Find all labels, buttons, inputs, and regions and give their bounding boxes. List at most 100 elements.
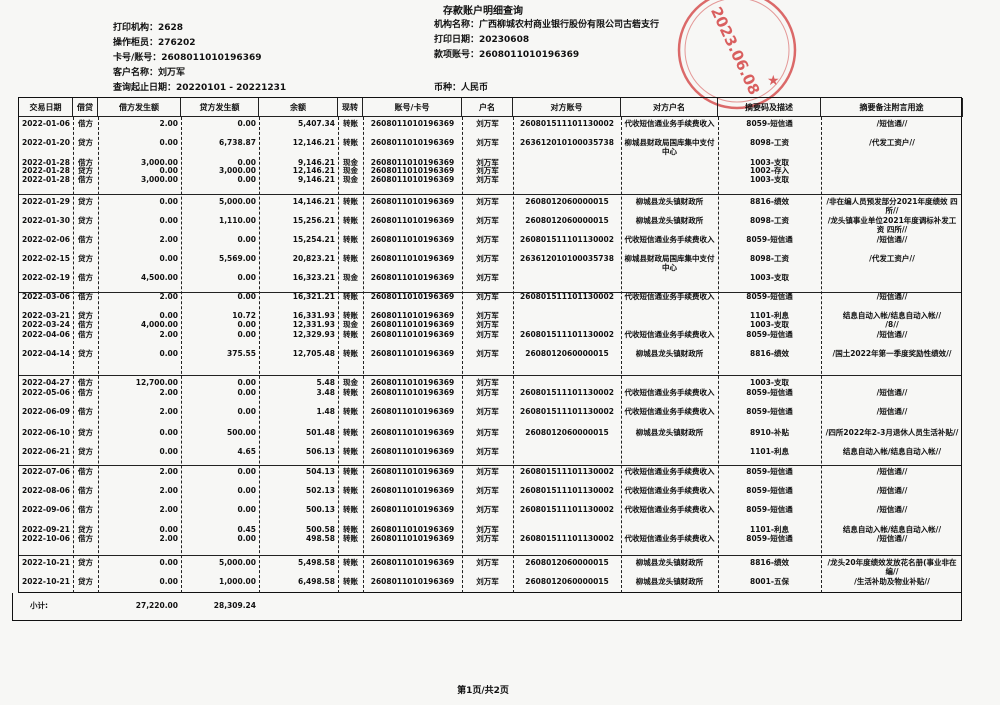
cell-balance: 500.58 — [306, 525, 335, 534]
cell-cash-transfer: 现金 — [343, 320, 358, 329]
cell-balance: 1.48 — [316, 407, 335, 416]
cell-counterparty-name: 柳城县龙头镇财政所 — [635, 216, 704, 225]
cell-dc: 贷方 — [78, 311, 93, 320]
cell-dc: 借方 — [78, 119, 93, 128]
cell-cash-transfer: 现金 — [343, 378, 358, 387]
cell-balance: 12,331.93 — [292, 320, 335, 329]
cell-credit: 0.00 — [237, 273, 256, 282]
cell-summary-code: 8059-短信通 — [746, 407, 793, 416]
cell-cash-transfer: 转账 — [343, 447, 358, 456]
header-divider — [19, 116, 961, 117]
cell-account: 2608011010196369 — [370, 534, 455, 543]
cell-name: 刘万军 — [476, 534, 499, 543]
cell-account: 2608011010196369 — [370, 505, 455, 514]
cell-name: 刘万军 — [476, 407, 499, 416]
cell-summary-code: 8059-短信通 — [746, 292, 793, 301]
cell-credit: 5,000.00 — [218, 197, 256, 206]
cell-name: 刘万军 — [476, 447, 499, 456]
cell-balance: 3.48 — [316, 388, 335, 397]
cell-summary-code: 8059-短信通 — [746, 467, 793, 476]
column-divider — [259, 117, 260, 593]
cell-summary-code: 1003-支取 — [750, 158, 789, 167]
cell-name: 刘万军 — [476, 292, 499, 301]
cell-account: 2608011010196369 — [370, 447, 455, 456]
cell-counterparty-name: 代收短信通业务手续费收入 — [624, 505, 715, 514]
cell-remark: /短信通// — [876, 407, 908, 416]
cell-debit: 0.00 — [159, 558, 178, 567]
cell-counterparty-account: 2608012060000015 — [525, 428, 609, 437]
cell-dc: 贷方 — [78, 349, 93, 358]
cell-credit: 0.00 — [237, 175, 256, 184]
cell-cash-transfer: 转账 — [343, 525, 358, 534]
cell-counterparty-name: 柳城县财政局国库集中支付中心 — [624, 138, 715, 156]
cell-name: 刘万军 — [476, 505, 499, 514]
cell-counterparty-account: 2608012060000015 — [525, 349, 609, 358]
cell-remark: /短信通// — [876, 235, 908, 244]
cell-date: 2022-02-06 — [22, 235, 70, 244]
cell-dc: 借方 — [78, 320, 93, 329]
column-header-name: 户名 — [462, 98, 513, 117]
cell-name: 刘万军 — [476, 330, 499, 339]
cell-dc: 贷方 — [78, 138, 93, 147]
cell-debit: 2.00 — [159, 467, 178, 476]
cell-account: 2608011010196369 — [370, 349, 455, 358]
cell-name: 刘万军 — [476, 349, 499, 358]
cell-remark: /短信通// — [876, 388, 908, 397]
cell-debit: 0.00 — [159, 197, 178, 206]
cell-summary-code: 8059-短信通 — [746, 486, 793, 495]
cell-counterparty-account: 2608012060000015 — [525, 197, 609, 206]
cell-credit: 10.72 — [232, 311, 256, 320]
subtotal-debit: 27,220.00 — [135, 601, 178, 610]
cell-account: 2608011010196369 — [370, 486, 455, 495]
cell-date: 2022-09-21 — [22, 525, 70, 534]
cell-remark: /短信通// — [876, 505, 908, 514]
cell-cash-transfer: 转账 — [343, 577, 358, 586]
cell-date: 2022-04-14 — [22, 349, 70, 358]
cell-date: 2022-01-06 — [22, 119, 70, 128]
cell-date: 2022-10-21 — [22, 558, 70, 567]
group-divider — [19, 465, 961, 466]
cell-summary-code: 8059-短信通 — [746, 534, 793, 543]
cell-cash-transfer: 现金 — [343, 166, 358, 175]
cell-balance: 15,254.21 — [292, 235, 335, 244]
group-divider — [19, 555, 961, 556]
cell-remark: /非在编人员预发部分2021年度绩效 四所// — [826, 197, 958, 215]
cell-counterparty-account: 260801511101130002 — [520, 235, 614, 244]
cell-balance: 15,256.21 — [292, 216, 335, 225]
column-header-account: 账号/卡号 — [363, 98, 462, 117]
cell-name: 刘万军 — [476, 311, 499, 320]
cell-balance: 9,146.21 — [297, 175, 335, 184]
cell-summary-code: 8059-短信通 — [746, 235, 793, 244]
cell-dc: 贷方 — [78, 216, 93, 225]
cell-name: 刘万军 — [476, 158, 499, 167]
cell-debit: 0.00 — [159, 525, 178, 534]
cell-credit: 1,110.00 — [218, 216, 256, 225]
cell-account: 2608011010196369 — [370, 273, 455, 282]
cell-balance: 5.48 — [316, 378, 335, 387]
cell-remark: /8// — [885, 320, 899, 329]
cell-balance: 12,705.48 — [292, 349, 335, 358]
cell-remark: /代发工资户// — [869, 254, 915, 263]
column-header-date: 交易日期 — [19, 98, 73, 117]
cell-name: 刘万军 — [476, 558, 499, 567]
cell-cash-transfer: 现金 — [343, 273, 358, 282]
cell-account: 2608011010196369 — [370, 166, 455, 175]
cell-counterparty-account: 260801511101130002 — [520, 467, 614, 476]
cell-cash-transfer: 转账 — [343, 467, 358, 476]
cell-cash-transfer: 转账 — [343, 388, 358, 397]
cell-remark: /代发工资户// — [869, 138, 915, 147]
cell-credit: 500.00 — [227, 428, 256, 437]
cell-balance: 5,407.34 — [297, 119, 335, 128]
cell-account: 2608011010196369 — [370, 311, 455, 320]
cell-counterparty-account: 260801511101130002 — [520, 505, 614, 514]
cell-debit: 0.00 — [159, 428, 178, 437]
cell-summary-code: 1101-利息 — [750, 311, 789, 320]
cell-account: 2608011010196369 — [370, 292, 455, 301]
print-date: 打印日期：20230608 — [434, 35, 530, 45]
cell-balance: 501.48 — [306, 428, 335, 437]
card-account: 卡号/账号：2608011010196369 — [113, 53, 262, 63]
cell-date: 2022-01-30 — [22, 216, 70, 225]
cell-debit: 0.00 — [159, 166, 178, 175]
cell-dc: 贷方 — [78, 525, 93, 534]
cell-credit: 0.00 — [237, 486, 256, 495]
